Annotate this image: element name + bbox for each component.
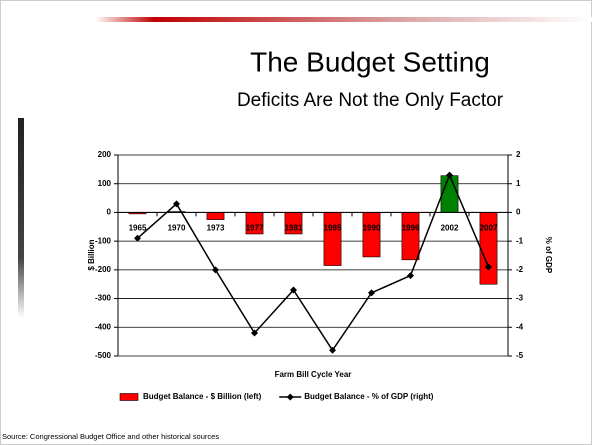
y2-tick-label: 2 <box>516 150 521 159</box>
x-tick-label: 2007 <box>480 224 498 233</box>
line-marker <box>446 171 453 179</box>
x-tick-label: 1985 <box>324 224 342 233</box>
x-axis-title: Farm Bill Cycle Year <box>275 370 352 379</box>
side-rule <box>18 118 24 318</box>
y2-tick-label: -4 <box>516 322 524 331</box>
y2-tick-label: -5 <box>516 351 524 360</box>
legend-label: Budget Balance - $ Billion (left) <box>143 392 262 401</box>
line-marker <box>485 263 492 271</box>
bar <box>401 212 420 261</box>
bar <box>323 212 342 266</box>
x-tick-label: 1965 <box>129 224 147 233</box>
y-tick-label: -400 <box>95 322 112 331</box>
top-rule <box>95 17 592 22</box>
line-marker <box>290 286 297 294</box>
x-tick-label: 2002 <box>441 224 459 233</box>
bar <box>362 212 381 258</box>
y2-axis-title: % of GDP <box>544 237 553 274</box>
legend-swatch <box>119 393 139 401</box>
x-tick-label: 1970 <box>168 224 186 233</box>
y-tick-label: 200 <box>98 150 112 159</box>
y2-tick-label: -3 <box>516 294 524 303</box>
line-marker <box>329 346 336 354</box>
slide-subtitle: Deficits Are Not the Only Factor <box>237 90 504 111</box>
line-marker <box>212 266 219 274</box>
x-tick-label: 1973 <box>207 224 225 233</box>
source-note: Source: Congressional Budget Office and … <box>2 432 219 441</box>
x-tick-label: 1996 <box>402 224 420 233</box>
bar <box>440 175 459 213</box>
line-marker <box>368 289 375 297</box>
y2-tick-label: -2 <box>516 265 524 274</box>
line <box>137 173 490 352</box>
y-tick-label: -500 <box>95 351 112 360</box>
line-marker <box>134 234 141 242</box>
x-tick-label: 1981 <box>285 224 303 233</box>
bar <box>206 212 225 220</box>
x-tick-label: 1990 <box>363 224 381 233</box>
line-marker <box>407 272 414 280</box>
slide-title: The Budget Setting <box>250 46 490 77</box>
y-axis-title: $ Billion <box>87 239 96 270</box>
x-tick-label: 1977 <box>246 224 264 233</box>
y-tick-label: 100 <box>98 179 112 188</box>
y-tick-label: -100 <box>95 236 112 245</box>
legend-label: Budget Balance - % of GDP (right) <box>304 392 434 401</box>
y2-tick-label: 1 <box>516 179 521 188</box>
line-marker <box>173 200 180 208</box>
legend-swatch <box>286 393 294 401</box>
y2-tick-label: -1 <box>516 236 524 245</box>
y-tick-label: -200 <box>95 265 112 274</box>
y2-tick-label: 0 <box>516 208 521 217</box>
y-tick-label: 0 <box>107 208 112 217</box>
line-marker <box>251 329 258 337</box>
y-tick-label: -300 <box>95 294 112 303</box>
